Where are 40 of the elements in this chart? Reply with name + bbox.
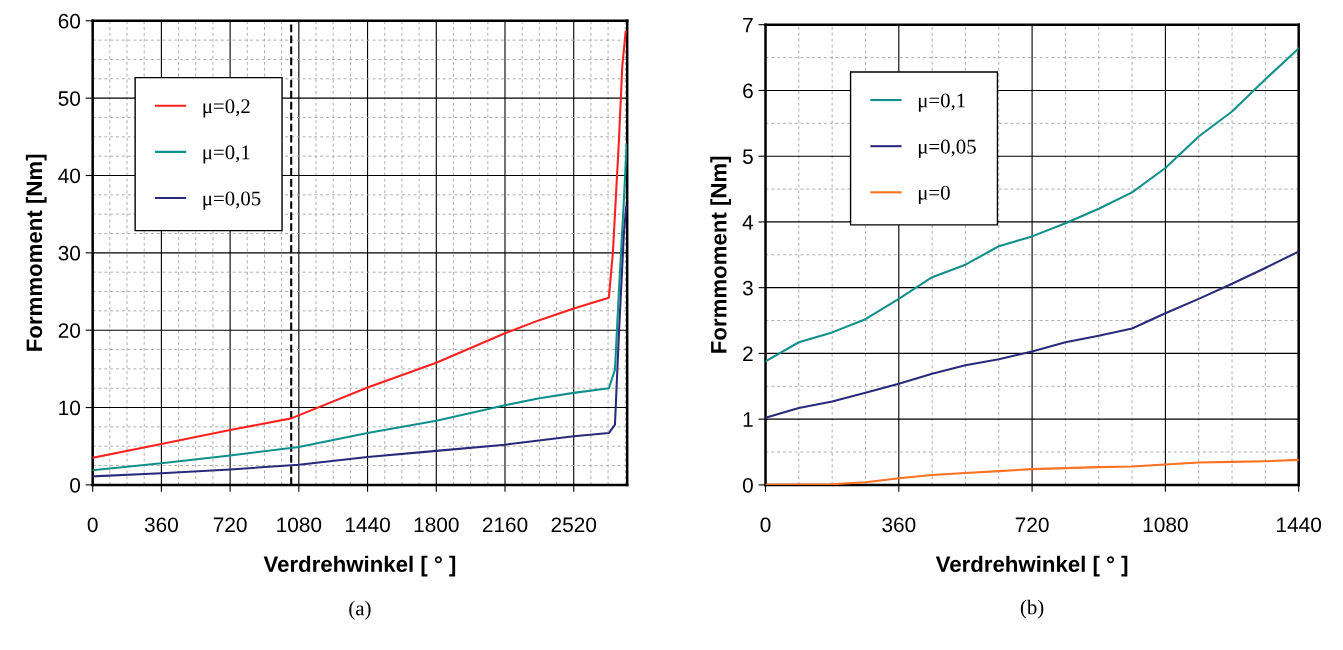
y-tick-label: 60 (58, 13, 81, 29)
x-tick-label: 1440 (345, 517, 390, 533)
x-tick-label: 2160 (482, 517, 528, 533)
legend-label: μ=0,1 (203, 145, 250, 164)
x-tick-label: 0 (760, 517, 771, 533)
y-tick-label: 6 (743, 83, 753, 99)
x-tick-label: 1440 (1277, 517, 1322, 533)
legend-label: μ=0,1 (918, 93, 965, 112)
y-axis-title: Formmoment [Nm] (25, 154, 47, 351)
legend-label: μ=0,2 (203, 99, 250, 118)
x-tick-label: 360 (882, 517, 916, 533)
x-axis-title: Verdrehwinkel [ ° ] (263, 555, 456, 577)
x-tick-label: 2520 (551, 517, 597, 533)
x-axis-title: Verdrehwinkel [ ° ] (935, 555, 1128, 577)
legend-label: μ=0,05 (918, 139, 976, 158)
y-tick-label: 2 (743, 346, 753, 361)
y-axis-title: Formmoment [Nm] (710, 156, 732, 353)
legend-label: μ=0 (918, 185, 950, 205)
y-tick-label: 50 (58, 91, 81, 106)
x-tick-label: 1080 (1143, 517, 1188, 533)
x-tick-label: 1800 (414, 517, 459, 533)
x-tick-label: 360 (144, 517, 178, 533)
y-tick-label: 20 (58, 323, 81, 338)
y-tick-label: 5 (742, 149, 753, 164)
y-tick-label: 0 (70, 477, 81, 493)
text: (a) (349, 600, 371, 620)
y-tick-label: 40 (58, 168, 81, 184)
y-tick-label: 10 (59, 400, 81, 416)
y-tick-label: 1 (743, 412, 753, 427)
x-tick-label: 720 (1015, 517, 1049, 533)
y-tick-label: 7 (743, 17, 753, 33)
x-tick-label: 720 (213, 517, 247, 533)
y-tick-label: 4 (742, 215, 754, 230)
x-tick-label: 1080 (277, 517, 322, 533)
legend-label: μ=0,05 (203, 191, 261, 210)
y-tick-label: 30 (58, 245, 81, 261)
x-tick-label: 0 (87, 517, 98, 533)
y-tick-label: 3 (742, 280, 753, 296)
y-tick-label: 0 (742, 477, 753, 493)
text: (b) (1020, 599, 1044, 619)
